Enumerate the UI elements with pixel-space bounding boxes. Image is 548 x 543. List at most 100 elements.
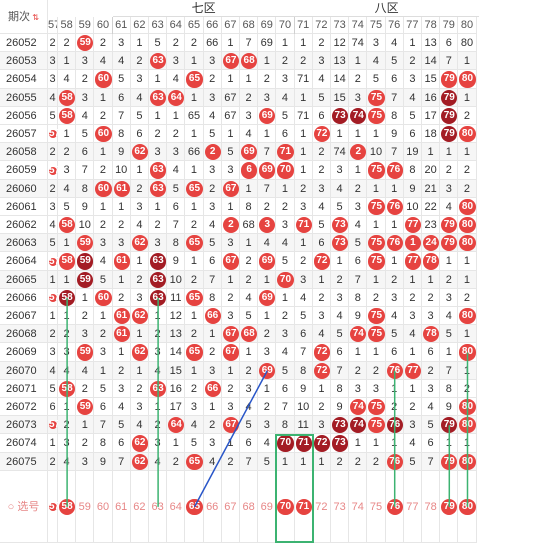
select-number-cell[interactable] [440, 470, 459, 543]
trend-cell: 1 [294, 143, 313, 162]
trend-cell: 3 [76, 52, 95, 71]
select-number-cell[interactable]: 68 [240, 470, 259, 543]
drawn-number-ball: 58 [59, 289, 76, 306]
trend-cell: 3 [294, 197, 313, 216]
select-number-cell[interactable]: 60 [94, 470, 113, 543]
trend-cell: 4 [440, 307, 459, 326]
drawn-number-ball: 64 [168, 417, 185, 434]
drawn-number-ball: 62 [131, 453, 148, 470]
select-row-label-cell[interactable]: ○ 选号 [0, 470, 48, 543]
select-number-cell[interactable] [385, 470, 404, 543]
trend-cell [331, 434, 350, 453]
drawn-number-ball: 58 [59, 89, 76, 106]
drawn-number-ball: 75 [368, 326, 385, 343]
trend-cell: 14 [167, 343, 186, 362]
trend-cell: 3 [94, 234, 113, 253]
select-number-cell[interactable]: 64 [167, 470, 186, 543]
trend-cell [403, 216, 422, 235]
column-header: 58 [58, 17, 77, 34]
trend-cell: 7 [440, 52, 459, 71]
selected-number-ball[interactable]: 65 [186, 498, 203, 515]
trend-cell: 6 [331, 343, 350, 362]
drawn-number-ball: 76 [386, 198, 403, 215]
period-number: 26071 [0, 379, 48, 398]
trend-cell: 68 [240, 216, 259, 235]
trend-cell: 1 [385, 379, 404, 398]
drawn-number-ball: 69 [259, 289, 276, 306]
select-number-cell[interactable]: 77 [403, 470, 422, 543]
trend-cell [130, 343, 149, 362]
select-number-cell[interactable]: 69 [258, 470, 277, 543]
trend-cell: 2 [76, 307, 95, 326]
selected-number-ball[interactable]: 80 [459, 498, 476, 515]
drawn-number-ball: 73 [332, 217, 349, 234]
drawn-number-ball: 72 [313, 253, 330, 270]
trend-cell: 6 [130, 125, 149, 144]
trend-cell: 4 [385, 34, 404, 53]
trend-cell [331, 216, 350, 235]
trend-cell: 3 [312, 52, 331, 71]
select-number-cell[interactable]: 63 [149, 470, 168, 543]
trend-cell: 3 [440, 288, 459, 307]
drawn-number-ball: 70 [277, 435, 294, 452]
trend-cell: 1 [221, 34, 240, 53]
trend-cell: 3 [203, 88, 222, 107]
trend-cell: 1 [294, 125, 313, 144]
trend-cell [94, 70, 113, 89]
select-number-cell[interactable]: 66 [203, 470, 222, 543]
trend-cell: 3 [331, 288, 350, 307]
select-number-cell[interactable]: 59 [76, 470, 95, 543]
trend-cell: 3 [76, 452, 95, 471]
trend-cell: 5 [276, 252, 295, 271]
drawn-number-ball: 59 [77, 399, 94, 416]
trend-cell: 1 [130, 325, 149, 344]
column-header: 74 [349, 17, 368, 34]
trend-cell: 1 [276, 34, 295, 53]
period-header-label: 期次 [8, 11, 31, 23]
trend-cell: 2 [203, 70, 222, 89]
trend-cell: 4 [385, 307, 404, 326]
trend-cell: 2 [331, 270, 350, 289]
trend-cell: 21 [422, 179, 441, 198]
period-header[interactable]: 期次 ⇅ [0, 0, 48, 34]
sort-arrow-icon[interactable]: ⇅ [30, 13, 39, 22]
trend-cell: 74 [349, 34, 368, 53]
drawn-number-ball: 68 [241, 53, 258, 70]
trend-cell: 4 [149, 452, 168, 471]
drawn-number-ball: 59 [77, 271, 94, 288]
trend-cell: 5 [48, 379, 58, 398]
trend-cell: 15 [167, 361, 186, 380]
drawn-number-ball: 65 [186, 453, 203, 470]
select-number-cell[interactable]: 78 [422, 470, 441, 543]
column-header: 68 [240, 17, 259, 34]
trend-cell: 5 [331, 197, 350, 216]
select-number-cell[interactable] [58, 470, 77, 543]
selected-number-ball[interactable]: 70 [277, 498, 294, 515]
drawn-number-ball: 73 [332, 435, 349, 452]
trend-cell: 2 [130, 270, 149, 289]
trend-cell: 10 [76, 216, 95, 235]
trend-cell: 8 [331, 379, 350, 398]
trend-cell: 7 [258, 179, 277, 198]
selected-number-ball[interactable]: 76 [386, 498, 403, 515]
select-number-cell[interactable]: 72 [312, 470, 331, 543]
selected-number-ball[interactable]: 57 [49, 500, 61, 512]
trend-cell: 6 [294, 325, 313, 344]
select-number-cell[interactable]: 75 [367, 470, 386, 543]
selected-number-ball[interactable]: 71 [295, 498, 312, 515]
select-number-cell[interactable]: 67 [221, 470, 240, 543]
select-number-cell[interactable]: 62 [130, 470, 149, 543]
select-number-cell[interactable]: 61 [112, 470, 131, 543]
drawn-number-ball: 77 [404, 362, 421, 379]
select-number-cell[interactable] [458, 470, 477, 543]
trend-cell: 4 [403, 325, 422, 344]
select-number-cell[interactable]: 74 [349, 470, 368, 543]
trend-cell: 11 [167, 288, 186, 307]
trend-cell: 13 [167, 325, 186, 344]
trend-cell: 5 [331, 325, 350, 344]
select-number-cell[interactable]: 73 [331, 470, 350, 543]
trend-cell: 1 [185, 125, 204, 144]
selected-number-ball[interactable]: 58 [59, 498, 76, 515]
select-number-cell[interactable] [48, 470, 58, 543]
select-circle-icon[interactable]: ○ [7, 500, 18, 513]
